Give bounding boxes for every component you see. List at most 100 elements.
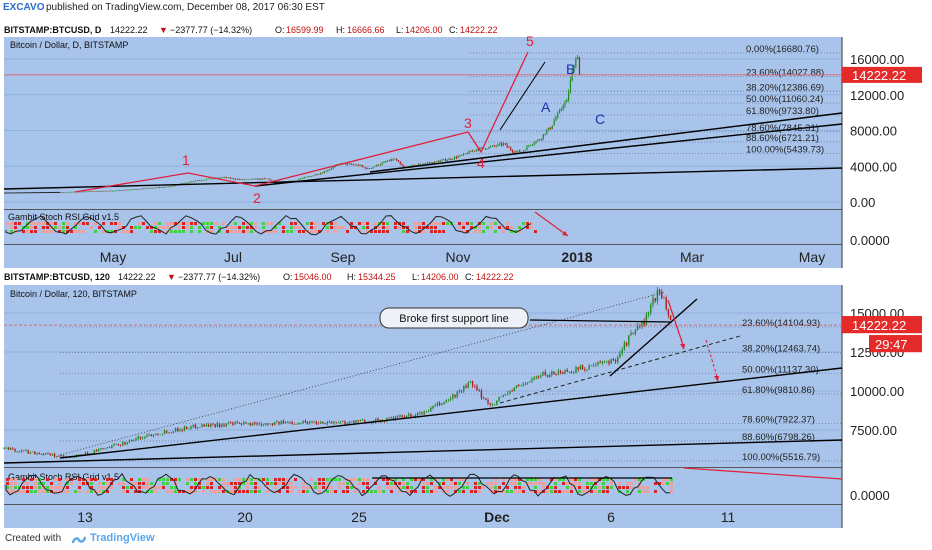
grid-cell <box>490 486 493 489</box>
grid-cell <box>26 482 29 485</box>
grid-cell <box>82 230 85 233</box>
candle-body <box>390 159 392 161</box>
candle-body <box>117 443 120 445</box>
grid-cell <box>334 230 337 233</box>
grid-cell <box>90 226 93 229</box>
candle-body <box>533 377 535 380</box>
grid-cell <box>266 482 269 485</box>
grid-cell <box>362 482 365 485</box>
author-link[interactable]: EXCAVO <box>3 2 45 13</box>
candle-body <box>236 422 238 423</box>
grid-cell <box>418 222 421 225</box>
grid-cell <box>518 490 521 493</box>
candle-body <box>479 147 481 151</box>
candle-body <box>425 163 427 164</box>
grid-cell <box>302 486 305 489</box>
grid-cell <box>422 482 425 485</box>
candle-body <box>372 167 374 169</box>
low-value: 14206.00 <box>405 25 443 35</box>
grid-cell <box>422 490 425 493</box>
grid-cell <box>414 230 417 233</box>
candle-body <box>397 160 400 162</box>
candle-body <box>249 423 252 426</box>
grid-cell <box>410 486 413 489</box>
candle-body <box>232 423 234 425</box>
grid-cell <box>286 486 289 489</box>
grid-cell <box>42 226 45 229</box>
grid-cell <box>130 226 133 229</box>
grid-cell <box>310 230 313 233</box>
grid-cell <box>474 490 477 493</box>
candle-body <box>579 365 582 370</box>
candle-body <box>549 127 552 130</box>
grid-cell <box>434 490 437 493</box>
grid-cell <box>490 222 493 225</box>
grid-cell <box>522 222 525 225</box>
tradingview-brand[interactable]: TradingView <box>90 532 155 544</box>
candle-body <box>211 178 213 180</box>
candle-body <box>502 394 505 397</box>
grid-cell <box>322 486 325 489</box>
high-value: 16666.66 <box>347 25 385 35</box>
grid-cell <box>206 478 209 481</box>
ohlc2-last-price: 14222.22 <box>118 272 156 282</box>
grid-cell <box>102 490 105 493</box>
grid-cell <box>186 478 189 481</box>
fib-level-label: 23.60%(14027.88) <box>746 68 824 79</box>
candle-body <box>639 325 641 327</box>
grid-cell <box>194 490 197 493</box>
grid-cell <box>274 482 277 485</box>
indicator-title-2: Gambit Stoch RSI Grid v1.5 <box>8 472 119 482</box>
pane-title-2: Bitcoin / Dollar, 120, BITSTAMP <box>10 289 137 299</box>
candle-body <box>353 421 355 424</box>
grid-cell <box>22 230 25 233</box>
candle-body <box>173 185 175 187</box>
candle-body <box>328 421 331 423</box>
grid-cell <box>554 486 557 489</box>
candle-body <box>111 191 114 192</box>
grid-cell <box>302 482 305 485</box>
tradingview-logo-icon[interactable] <box>71 532 87 544</box>
candle-body <box>416 413 419 416</box>
grid-cell <box>406 226 409 229</box>
grid-cell <box>662 482 665 485</box>
candle-body <box>229 177 231 179</box>
grid-cell <box>230 226 233 229</box>
grid-cell <box>482 230 485 233</box>
grid-cell <box>246 486 249 489</box>
indicator-arrow-1 <box>534 211 569 237</box>
grid-cell <box>642 486 645 489</box>
grid-cell <box>198 230 201 233</box>
candle-body <box>365 167 367 169</box>
grid-cell <box>586 490 589 493</box>
candle-body <box>171 185 173 187</box>
candle-body <box>399 415 401 417</box>
grid-cell <box>34 230 37 233</box>
grid-cell <box>6 478 9 481</box>
candle-body <box>91 453 93 454</box>
ohlc2-down-arrow-icon: ▼ <box>167 272 176 282</box>
grid-cell <box>146 478 149 481</box>
grid-cell <box>86 222 89 225</box>
candle-body <box>161 433 164 435</box>
candle-body <box>566 100 568 103</box>
grid-cell <box>450 486 453 489</box>
candle-body <box>510 147 512 151</box>
candle-body <box>553 371 555 374</box>
grid-cell <box>250 490 253 493</box>
grid-cell <box>50 222 53 225</box>
candle-body <box>100 448 102 450</box>
grid-cell <box>394 222 397 225</box>
grid-cell <box>590 482 593 485</box>
grid-cell <box>298 226 301 229</box>
candle-body <box>348 422 351 424</box>
grid-cell <box>594 490 597 493</box>
grid-cell <box>358 222 361 225</box>
candle-body <box>669 315 672 320</box>
grid-cell <box>318 482 321 485</box>
candle-body <box>287 422 289 423</box>
grid-cell <box>378 490 381 493</box>
candle-body <box>522 150 524 153</box>
grid-cell <box>478 230 481 233</box>
candle-body <box>5 447 7 449</box>
